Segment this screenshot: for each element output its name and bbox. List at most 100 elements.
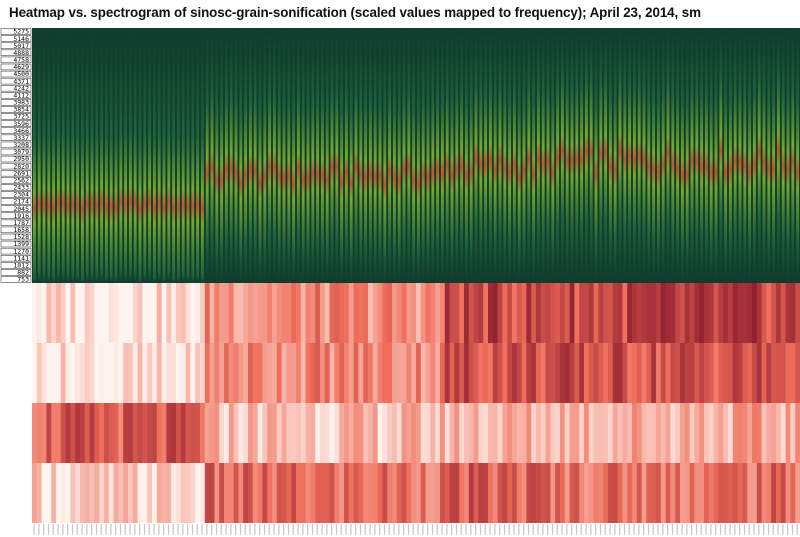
spectrogram-frame-column — [733, 28, 737, 283]
heatmap-cell — [660, 343, 666, 403]
heatmap-cell — [560, 343, 566, 403]
spectrogram-frame-column — [412, 28, 416, 283]
heatmap-cell — [65, 403, 71, 463]
heatmap-cell — [473, 403, 479, 463]
heatmap-cell — [507, 403, 513, 463]
heatmap-cell — [454, 463, 460, 523]
spectrogram-y-tick-label: 882 — [17, 269, 29, 277]
heatmap-cell — [286, 403, 292, 463]
heatmap-x-tick-mark — [638, 524, 640, 535]
heatmap-cell — [142, 283, 148, 343]
spectrogram-y-tick-label: 4629 — [13, 63, 29, 71]
heatmap-cell — [641, 463, 647, 523]
heatmap-x-tick-mark — [115, 524, 117, 535]
heatmap-cell — [488, 283, 494, 343]
heatmap-x-tick-mark — [220, 524, 222, 535]
heatmap-cell — [430, 403, 436, 463]
heatmap-x-tick-mark — [791, 524, 794, 535]
heatmap-cell — [488, 343, 494, 403]
spectrogram-frame-column — [714, 28, 718, 283]
heatmap-cell — [377, 403, 383, 463]
heatmap-cell — [219, 403, 225, 463]
heatmap-cell — [348, 463, 354, 523]
heatmap-cell — [579, 343, 585, 403]
heatmap-cell — [584, 463, 590, 523]
spectrogram-frame-column — [258, 28, 262, 283]
heatmap-x-tick-mark — [652, 524, 654, 535]
heatmap-cell — [56, 403, 62, 463]
spectrogram-frame-column — [287, 28, 291, 283]
spectrogram-frame-column — [100, 28, 104, 283]
heatmap-cell — [89, 463, 95, 523]
heatmap-cell — [257, 343, 263, 403]
heatmap-cell — [65, 463, 71, 523]
heatmap-cell — [488, 403, 494, 463]
spectrogram-y-tick-box — [0, 255, 32, 262]
spectrogram-frame-column — [474, 28, 478, 283]
heatmap-cell — [416, 343, 422, 403]
heatmap-cell — [75, 283, 81, 343]
heatmap-x-tick-mark — [321, 524, 323, 535]
heatmap-x-tick-mark — [307, 524, 309, 535]
spectrogram-frame-column — [325, 28, 329, 283]
spectrogram-y-tick-box — [0, 99, 32, 106]
heatmap-cell — [291, 343, 297, 403]
heatmap-x-tick-mark — [551, 524, 554, 535]
heatmap-x-tick-mark — [556, 524, 558, 535]
heatmap-x-tick-mark — [710, 524, 712, 535]
heatmap-cell — [296, 283, 302, 343]
spectrogram-frame-column — [532, 28, 536, 283]
heatmap-x-tick-mark — [705, 524, 707, 535]
spectrogram-frame-column — [32, 28, 36, 283]
heatmap-cell — [214, 283, 220, 343]
spectrogram-frame-column — [330, 28, 334, 283]
heatmap-cell — [137, 283, 143, 343]
heatmap-cell — [766, 403, 772, 463]
heatmap-cell — [204, 403, 210, 463]
spectrogram-frame-column — [431, 28, 435, 283]
heatmap-cell — [718, 403, 724, 463]
heatmap-cell — [46, 343, 52, 403]
heatmap-cell — [512, 283, 518, 343]
heatmap-cell — [536, 463, 542, 523]
heatmap-cell — [108, 403, 114, 463]
heatmap-cell — [574, 463, 580, 523]
spectrogram-frame-column — [272, 28, 276, 283]
heatmap-cell — [593, 343, 599, 403]
heatmap-x-tick-mark — [484, 524, 486, 535]
heatmap-x-tick-mark — [47, 524, 50, 535]
heatmap-x-tick-mark — [148, 524, 150, 535]
heatmap-cell — [204, 343, 210, 403]
spectrogram-y-tick-box — [0, 219, 32, 226]
heatmap-cell — [646, 403, 652, 463]
spectrogram-frame-column — [690, 28, 694, 283]
heatmap-cell — [185, 403, 191, 463]
heatmap-cell — [516, 403, 522, 463]
heatmap-x-tick-mark — [763, 524, 765, 535]
spectrogram-y-tick-label: 5146 — [13, 35, 29, 43]
spectrogram-frame-column — [445, 28, 449, 283]
heatmap-cell — [137, 343, 143, 403]
heatmap-cell — [310, 403, 316, 463]
heatmap-cell — [540, 283, 546, 343]
heatmap-cell — [756, 283, 762, 343]
heatmap-cell — [32, 403, 38, 463]
spectrogram-frame-column — [392, 28, 396, 283]
heatmap-cell — [156, 283, 162, 343]
heatmap-cell — [108, 343, 114, 403]
spectrogram-y-tick-label: 2562 — [13, 176, 29, 184]
spectrogram-frame-column — [224, 28, 228, 283]
heatmap-cell — [80, 343, 86, 403]
heatmap-cell — [84, 283, 90, 343]
heatmap-cell — [152, 343, 158, 403]
heatmap-x-tick-mark — [292, 524, 294, 535]
spectrogram-y-tick-label: 2045 — [13, 205, 29, 213]
heatmap-cell — [660, 463, 666, 523]
spectrogram-frames — [32, 28, 800, 283]
heatmap-cell — [166, 403, 172, 463]
heatmap-cell — [137, 403, 143, 463]
heatmap-cell — [608, 283, 614, 343]
heatmap-x-tick-mark — [494, 524, 496, 535]
heatmap-cell — [123, 283, 129, 343]
heatmap-cell — [483, 283, 489, 343]
